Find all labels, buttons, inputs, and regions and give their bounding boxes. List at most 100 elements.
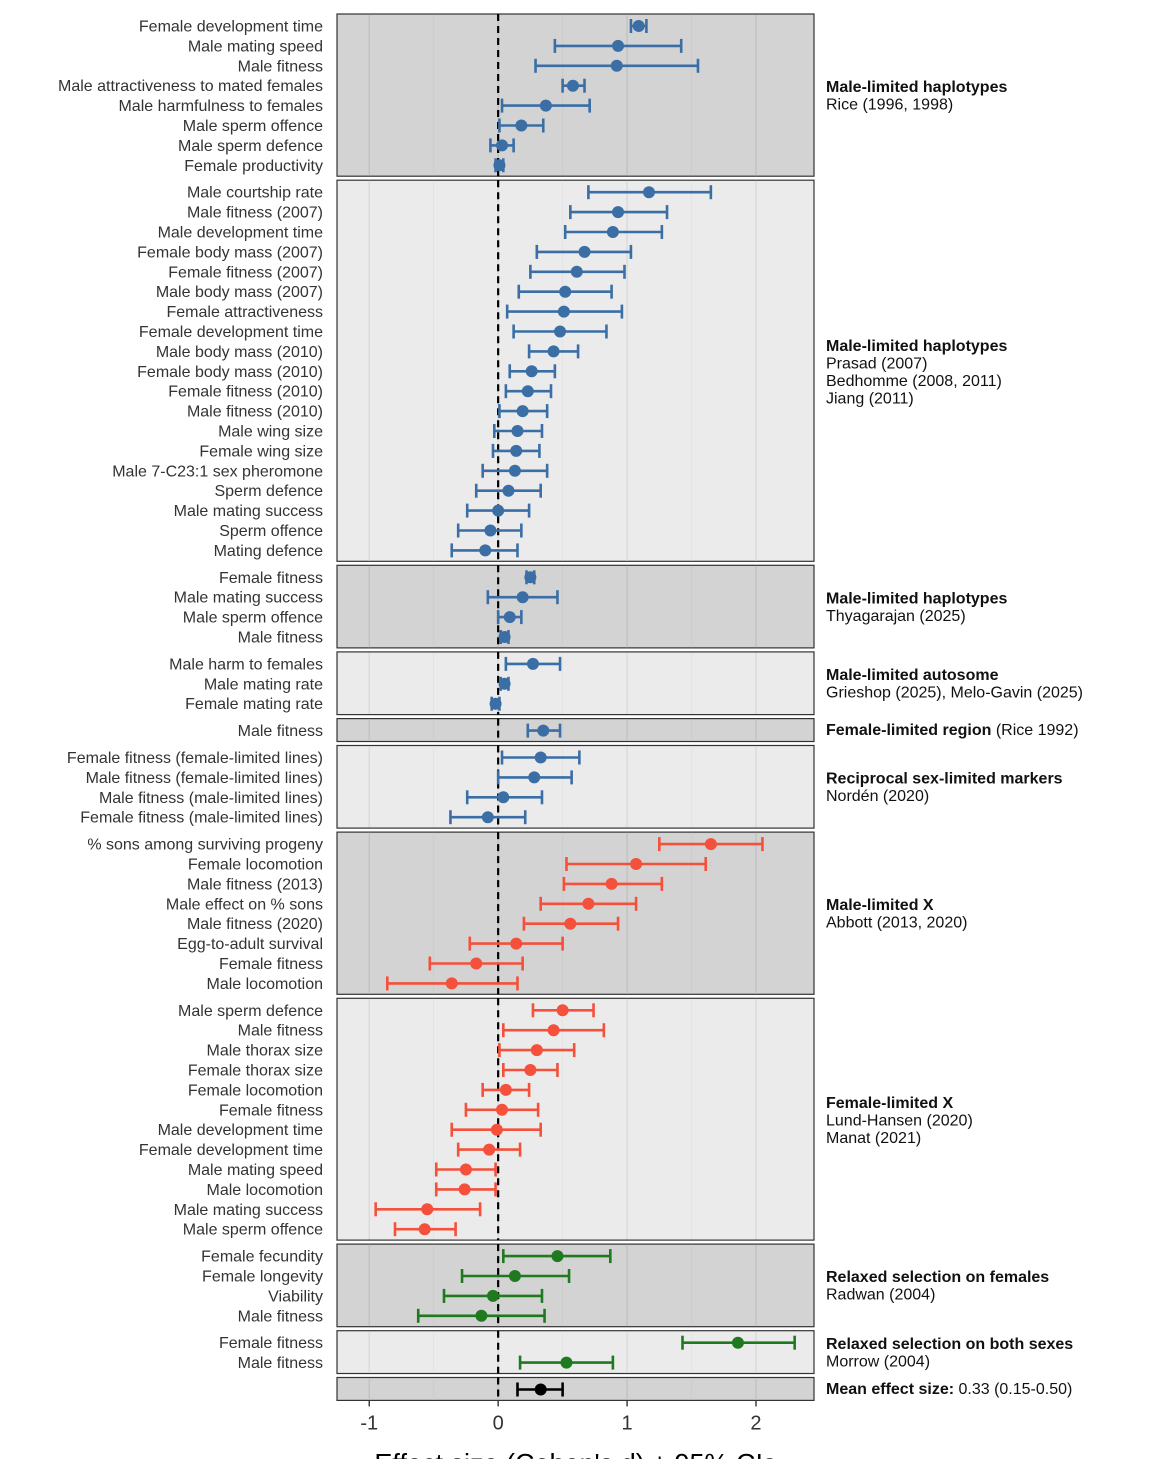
- row-label: Male fitness: [238, 58, 323, 75]
- row-label: Male 7-C23:1 sex pheromone: [112, 463, 323, 480]
- effect-point: [521, 385, 534, 398]
- row-label: Female fitness: [219, 1102, 323, 1119]
- row-label: Male mating speed: [188, 1162, 323, 1179]
- group-title: Female-limited X: [826, 1095, 953, 1112]
- row-label: Male sperm offence: [183, 118, 323, 135]
- row-label: Male mating success: [174, 590, 323, 607]
- row-label: Male harmfulness to females: [118, 98, 323, 115]
- row-label: Male fitness: [238, 723, 323, 740]
- effect-point: [511, 425, 524, 437]
- group-title: Relaxed selection on females: [826, 1269, 1049, 1286]
- effect-point: [475, 1309, 488, 1322]
- effect-point: [582, 897, 595, 910]
- group-citation: Abbott (2013, 2020): [826, 915, 967, 932]
- effect-point: [556, 1004, 569, 1017]
- row-label: Female development time: [139, 1142, 323, 1159]
- row-label: Male fitness (2007): [187, 205, 323, 222]
- row-label: Female wing size: [199, 443, 323, 460]
- effect-point: [498, 677, 511, 690]
- group-label-rice1992: Female-limited region (Rice 1992): [826, 722, 1079, 739]
- panel-mean: [336, 1376, 815, 1401]
- group-label-norden: Reciprocal sex-limited markers: [826, 771, 1063, 788]
- group-label-lundhansen: Female-limited X: [826, 1095, 953, 1112]
- row-label: Egg-to-adult survival: [177, 936, 323, 953]
- group-title-suffix: 0.33 (0.15-0.50): [954, 1381, 1072, 1398]
- row-label: Male fitness (male-limited lines): [99, 790, 323, 807]
- effect-point: [612, 206, 625, 219]
- row-label: Male sperm offence: [183, 1222, 323, 1239]
- effect-point: [497, 791, 510, 804]
- panel-prasad: [336, 179, 815, 562]
- row-label: Male mating rate: [204, 676, 323, 693]
- row-label: Male fitness (2013): [187, 876, 323, 893]
- group-citation: Grieshop (2025), Melo-Gavin (2025): [826, 685, 1083, 702]
- row-label: Female locomotion: [188, 1082, 323, 1099]
- effect-point: [479, 544, 492, 557]
- row-label: Sperm offence: [219, 523, 323, 540]
- group-label-radwan: Relaxed selection on females: [826, 1269, 1049, 1286]
- row-label: Female fitness: [219, 570, 323, 587]
- effect-point: [508, 464, 521, 477]
- effect-point: [502, 484, 515, 497]
- effect-point: [560, 1356, 573, 1369]
- row-label: Female locomotion: [188, 857, 323, 874]
- effect-point: [525, 365, 538, 378]
- effect-point: [530, 1044, 543, 1057]
- panel-abbott: [336, 831, 815, 995]
- panel-morrow: [336, 1330, 815, 1375]
- effect-point: [490, 1123, 503, 1136]
- row-label: Male fitness (female-limited lines): [86, 770, 323, 787]
- effect-point: [459, 1163, 472, 1176]
- group-citation: Prasad (2007): [826, 356, 927, 373]
- effect-point: [524, 571, 537, 584]
- x-tick-label: 1: [622, 1412, 633, 1434]
- effect-point: [704, 838, 717, 851]
- row-label: Male locomotion: [207, 976, 324, 993]
- effect-point: [524, 1064, 537, 1076]
- group-citation: Bedhomme (2008, 2011): [826, 373, 1002, 390]
- row-label: Male mating speed: [188, 38, 323, 55]
- row-label: Female body mass (2010): [137, 364, 323, 381]
- row-label: Female fitness (2010): [168, 384, 323, 401]
- effect-point: [486, 1289, 499, 1302]
- row-label: Male sperm defence: [178, 138, 323, 155]
- row-label: Male fitness: [238, 1355, 323, 1372]
- effect-point: [489, 697, 502, 710]
- row-label: Female development time: [139, 324, 323, 341]
- effect-point: [493, 159, 506, 172]
- effect-point: [458, 1183, 471, 1196]
- effect-point: [547, 1024, 560, 1037]
- effect-point: [559, 285, 572, 298]
- group-label-rice: Male-limited haplotypes: [826, 79, 1007, 96]
- effect-point: [484, 524, 497, 537]
- row-label: Male fitness: [238, 630, 323, 647]
- group-title: Male-limited haplotypes: [826, 79, 1007, 96]
- effect-point: [498, 631, 511, 643]
- panel-norden: [336, 744, 815, 829]
- effect-point: [503, 611, 516, 624]
- effect-point: [515, 119, 528, 132]
- row-label: Female longevity: [202, 1269, 323, 1286]
- effect-point: [492, 504, 505, 517]
- effect-point: [731, 1336, 744, 1349]
- row-label: Male effect on % sons: [166, 896, 323, 913]
- row-label: Male body mass (2007): [156, 284, 323, 301]
- effect-point: [534, 1383, 547, 1396]
- group-label-abbott: Male-limited X: [826, 897, 934, 914]
- group-title: Male-limited autosome: [826, 667, 999, 684]
- group-citation: Nordén (2020): [826, 788, 929, 805]
- effect-point: [642, 186, 655, 199]
- panel-rice1992: [336, 717, 815, 743]
- effect-point: [554, 325, 567, 338]
- effect-point: [578, 245, 591, 258]
- effect-point: [445, 977, 458, 990]
- row-label: Male fitness (2020): [187, 916, 323, 933]
- row-label: Female productivity: [184, 158, 323, 175]
- group-label-prasad: Male-limited haplotypes: [826, 338, 1007, 355]
- panel-radwan: [336, 1243, 815, 1328]
- group-citation: Thyagarajan (2025): [826, 608, 966, 625]
- row-label: Female fitness (female-limited lines): [67, 750, 323, 767]
- effect-point: [528, 771, 541, 784]
- effect-point: [557, 305, 570, 318]
